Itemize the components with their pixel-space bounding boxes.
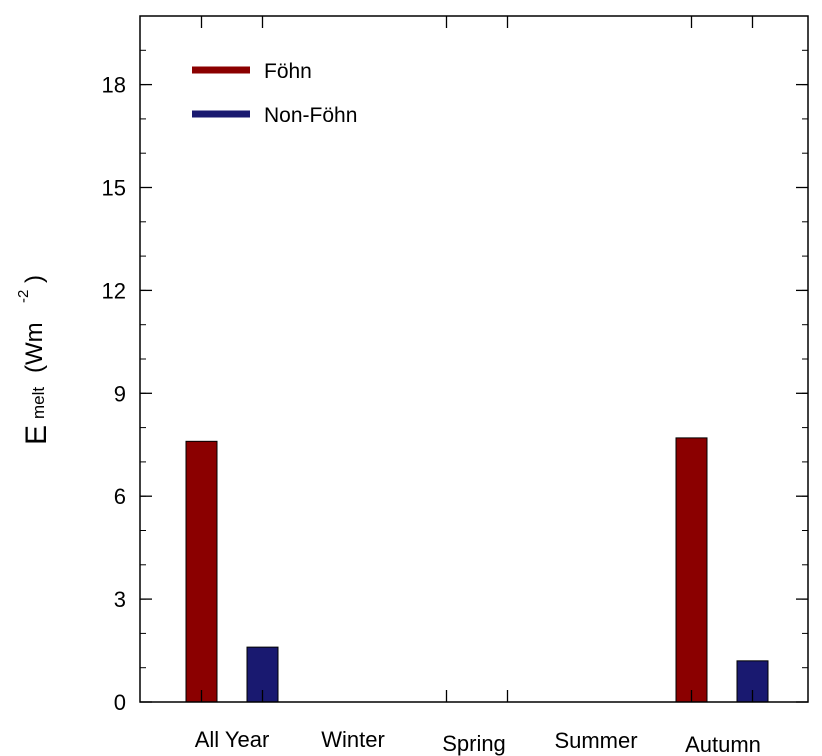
- y-tick-label: 18: [102, 73, 126, 98]
- y-axis-label: E melt (Wm -2 ): [15, 275, 53, 445]
- y-tick-label: 15: [102, 176, 126, 201]
- x-tick-label: All Year: [195, 727, 270, 752]
- y-axis-label-units: (Wm: [21, 322, 48, 373]
- plot-area: 0 3 6 9 12 15 18 All Year Winter Spring Summer Autu…: [102, 15, 809, 756]
- bar: [675, 437, 708, 703]
- y-axis-label-exponent: -2: [15, 290, 32, 303]
- y-axis-label-close: ): [21, 275, 48, 283]
- y-tick-label: 12: [102, 278, 126, 303]
- legend-label: Non-Föhn: [264, 104, 357, 127]
- y-tick-label: 0: [114, 690, 126, 715]
- y-axis-label-base: E: [20, 425, 53, 445]
- y-tick-label: 6: [114, 484, 126, 509]
- y-axis-label-subscript: melt: [29, 387, 48, 419]
- x-tick-label: Summer: [554, 728, 637, 753]
- bar: [185, 440, 218, 703]
- legend-label: Föhn: [264, 60, 312, 83]
- plot-frame: [139, 15, 809, 703]
- y-tick-label: 3: [114, 587, 126, 612]
- x-tick-label: Autumn: [685, 732, 761, 756]
- x-tick-label: Winter: [321, 727, 385, 752]
- y-tick-label: 9: [114, 381, 126, 406]
- x-tick-label: Spring: [442, 731, 506, 756]
